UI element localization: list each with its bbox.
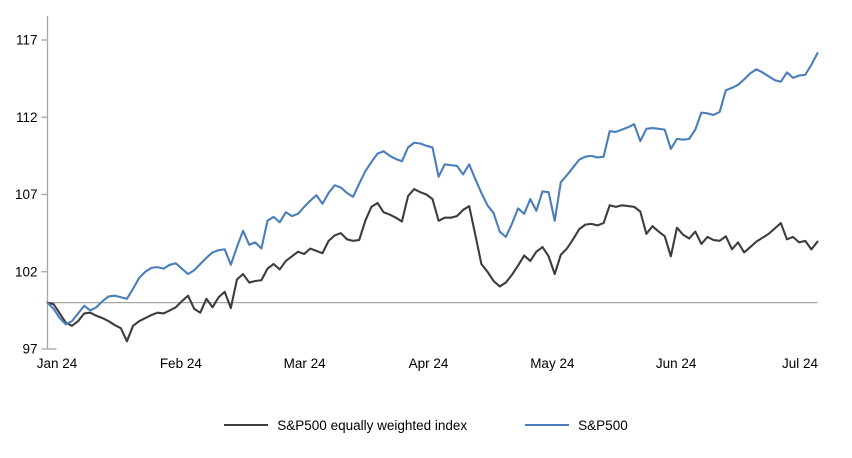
y-tick-label: 107 — [15, 187, 38, 202]
legend-label-sp500: S&P500 — [578, 417, 628, 433]
x-tick-label: Feb 24 — [160, 356, 203, 371]
x-tick-label: Jul 24 — [782, 356, 819, 371]
x-tick-label: May 24 — [530, 356, 575, 371]
legend-swatch-sp500 — [525, 424, 570, 426]
legend: S&P500 equally weighted index S&P500 — [0, 413, 852, 437]
series-line-sp500 — [46, 52, 819, 326]
legend-label-equal-weight: S&P500 equally weighted index — [277, 417, 468, 433]
x-tick-label: Jan 24 — [37, 356, 78, 371]
series-line-equal-weight — [46, 188, 819, 343]
x-tick-label: Jun 24 — [656, 356, 697, 371]
x-tick-label: Mar 24 — [284, 356, 327, 371]
x-tick-label: Apr 24 — [409, 356, 449, 371]
y-tick-label: 97 — [22, 342, 37, 357]
y-tick-label: 117 — [16, 33, 38, 48]
legend-swatch-equal-weight — [224, 424, 269, 426]
legend-item-sp500: S&P500 — [525, 418, 628, 433]
y-tick-label: 112 — [16, 110, 38, 125]
y-tick-label: 102 — [15, 264, 38, 279]
legend-item-equal-weight: S&P500 equally weighted index — [224, 418, 467, 433]
